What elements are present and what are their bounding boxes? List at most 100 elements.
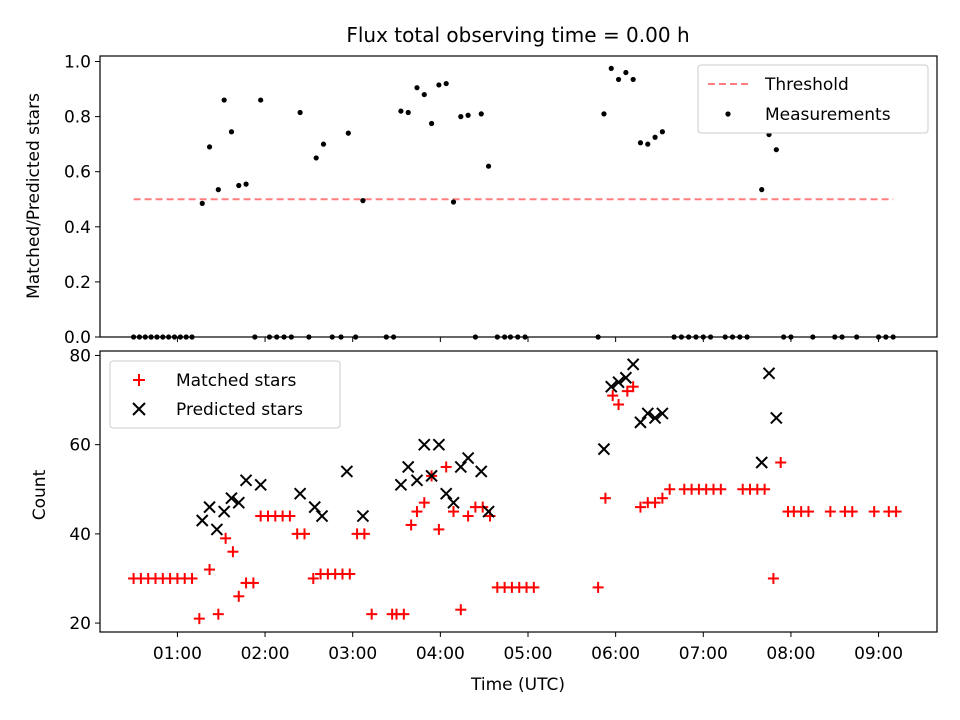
measurement-point [515,334,521,340]
bottom-x-ticks: 01:00 02:00 03:00 04:00 05:00 06:00 07:00 08:00… [153,632,903,664]
matched-star-point [284,510,296,522]
predicted-star-point [454,460,468,474]
measurement-point [652,134,658,140]
matched-star-point [634,501,646,513]
measurement-point [686,334,692,340]
measurement-point [142,334,148,340]
measurement-point [243,181,249,187]
bottom-y-ticks: 20 40 60 80 [69,346,100,634]
matched-star-point [204,564,216,576]
predicted-star-point [482,505,495,518]
measurement-point [338,334,344,340]
matched-star-point [227,546,239,558]
measurement-point [458,114,464,120]
measurement-point [171,334,178,340]
legend-predicted-label: Predicted stars [176,400,303,420]
matched-star-point [440,461,452,473]
measurement-point [436,82,442,88]
measurement-point [329,334,335,340]
matched-star-point [868,506,880,518]
predicted-star-point [225,491,238,505]
predicted-star-point [432,438,446,451]
measurement-point [854,334,860,340]
legend-predicted-swatch [132,402,146,416]
top-y-tick-label: 0.2 [64,273,91,293]
matched-star-point [299,528,311,540]
measurement-point [313,155,319,161]
measurement-point [645,141,651,147]
bottom-y-tick-label: 60 [69,436,91,456]
measurement-point [160,334,166,340]
matched-star-point [824,506,836,518]
measurement-point [281,334,287,340]
measurement-point [391,334,397,340]
matched-star-point [418,497,430,509]
measurement-point [507,334,514,340]
measurement-point [414,85,420,91]
legend-matched-label: Matched stars [176,371,296,391]
matched-star-point [649,497,661,509]
measurement-point [678,334,684,340]
matched-star-point [212,608,224,620]
x-tick-label: 09:00 [854,644,903,664]
measurement-point [228,129,235,135]
measurement-point [623,69,629,76]
measurement-point [744,334,750,340]
measurement-point [199,200,205,206]
predicted-star-point [605,380,618,393]
legend-measurements-label: Measurements [765,105,891,125]
measurement-point [405,109,411,116]
measurement-point [832,334,838,340]
bottom-plot-frame [99,350,938,633]
measurement-point [136,334,143,340]
matched-star-point [366,608,378,620]
top-legend-box [697,64,929,134]
top-panel: 0.0 0.2 0.4 0.6 0.8 1.0 Matched/Predicted sta… [24,53,938,348]
measurement-point [494,334,500,340]
predicted-star-point [762,367,776,380]
matched-star-point [664,483,676,495]
measurement-point [154,334,160,340]
predicted-star-point [475,465,488,478]
matched-star-point [193,613,205,625]
matched-star-point [398,608,410,620]
measurement-point [428,120,435,127]
predicted-star-point [308,500,321,514]
predicted-star-point [239,474,253,487]
measurement-point [297,109,303,116]
matched-star-point [890,506,902,518]
measurement-point [615,76,622,83]
predicted-star-point [447,496,460,509]
measurement-point [450,199,457,205]
measurement-point [737,334,743,340]
x-tick-label: 08:00 [766,644,815,664]
measurement-point [522,334,528,340]
measurement-point [288,334,294,340]
matched-star-point [455,604,467,616]
measurement-point [306,334,312,340]
measurement-point [707,334,714,340]
predicted-stars-points [196,358,783,536]
matched-star-point [621,385,633,397]
measurement-point [221,97,227,103]
predicted-star-point [356,509,370,523]
measurement-point [595,334,601,340]
bottom-y-axis-label: Count [30,469,50,520]
x-tick-label: 01:00 [153,644,202,664]
measurement-point [608,65,614,71]
matched-star-point [358,528,370,540]
matched-star-point [411,506,423,518]
measurement-point [360,198,366,204]
matched-star-point [247,577,259,589]
measurement-point [839,334,845,340]
predicted-star-point [461,451,475,465]
measurement-point [637,140,644,146]
matched-star-point [462,510,474,522]
matched-star-point [233,590,245,602]
measurement-point [810,334,816,340]
predicted-star-point [315,509,329,523]
x-tick-label: 02:00 [241,644,290,664]
measurement-point [485,163,492,169]
